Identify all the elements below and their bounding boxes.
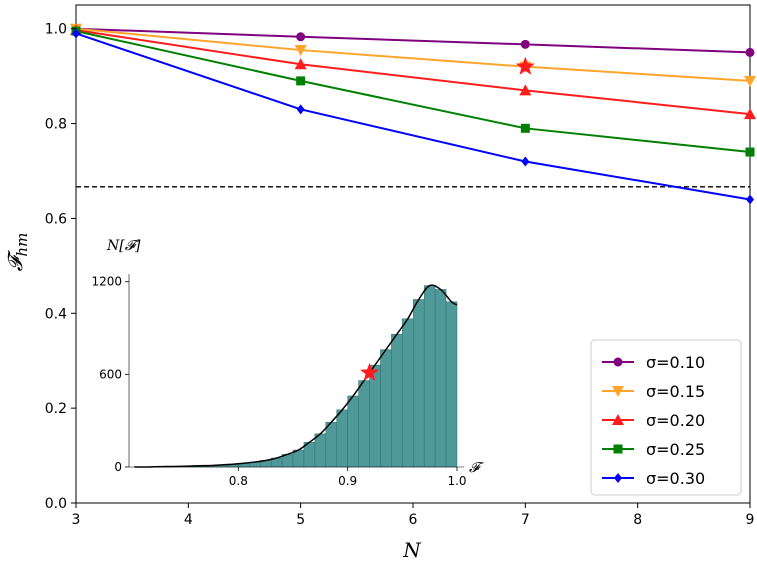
series-line-3 <box>75 30 751 154</box>
y-tick-label: 0.2 <box>45 401 67 417</box>
x-tick-label: 5 <box>296 512 305 528</box>
x-tick-label: 7 <box>521 512 530 528</box>
hist-bar-18 <box>325 421 337 468</box>
series-point-2-2 <box>519 84 532 96</box>
hist-bar-17 <box>314 433 327 468</box>
legend-marker-3 <box>613 444 623 454</box>
x-tick-label: 6 <box>409 512 418 528</box>
inset-y-tick-label: 0 <box>114 460 122 474</box>
series-point-1-1 <box>294 45 307 57</box>
hist-bar-21 <box>358 380 370 468</box>
hist-bar-28 <box>434 289 447 468</box>
x-axis-label: N <box>402 538 422 562</box>
inset-x-tick-label: 1.0 <box>447 474 466 488</box>
hist-bar-20 <box>347 395 359 468</box>
main-chart: 3 4 5 6 7 8 9 0.0 0.2 0.4 0.6 0.8 1.0 N 𝓕hm <box>3 4 756 562</box>
x-tick-label: 3 <box>72 512 81 528</box>
inset-histogram: 0.8 0.9 1.0 0 600 1200 N[𝓕] 𝓕 <box>91 238 484 488</box>
x-tick-label: 9 <box>746 512 755 528</box>
x-tick-label: 8 <box>633 512 642 528</box>
inset-y-tick-label: 1200 <box>91 275 122 289</box>
series-point-4-0 <box>72 28 80 39</box>
legend-label-0: σ=0.10 <box>646 353 705 372</box>
series-point-2-3 <box>744 108 756 120</box>
y-tick-label: 0.0 <box>45 496 67 512</box>
inset-x-tick-label: 0.9 <box>338 474 357 488</box>
y-tick-label: 0.4 <box>45 306 67 322</box>
series-point-0-2 <box>520 39 530 49</box>
series-point-4-2 <box>521 156 530 167</box>
hist-bar-24 <box>391 333 403 468</box>
legend-marker-1 <box>612 386 624 397</box>
x-tick-label: 4 <box>184 512 193 528</box>
series-point-0-3 <box>745 47 755 57</box>
series-line-0 <box>75 27 751 54</box>
inset-y-tick-label: 600 <box>99 367 122 381</box>
svg-text:𝓕hm: 𝓕hm <box>3 233 31 272</box>
legend-label-4: σ=0.30 <box>646 469 705 488</box>
legend-label-3: σ=0.25 <box>646 440 705 459</box>
series-point-3-1 <box>296 76 306 86</box>
y-axis-label: 𝓕hm <box>3 233 31 272</box>
legend-label-1: σ=0.15 <box>646 382 705 401</box>
hist-bar-19 <box>336 409 348 468</box>
inset-x-axis-label: 𝓕 <box>469 460 484 476</box>
y-tick-label: 0.6 <box>45 211 67 227</box>
y-tick-label: 0.8 <box>45 117 67 133</box>
hist-bar-23 <box>380 349 392 468</box>
hist-bar-27 <box>423 285 436 468</box>
legend-marker-4 <box>614 473 622 483</box>
legend-box <box>590 339 742 496</box>
series-line-1 <box>75 27 751 82</box>
series-point-4-1 <box>296 104 305 115</box>
y-tick-label: 1.0 <box>45 22 67 38</box>
series-line-2 <box>75 29 751 116</box>
series-point-1-3 <box>744 75 756 87</box>
y-axis-label-sub: hm <box>13 233 31 257</box>
legend-label-2: σ=0.20 <box>646 411 705 430</box>
series-point-2-1 <box>294 58 307 70</box>
highlight-star <box>515 56 535 75</box>
fit-curve <box>134 284 458 468</box>
series-point-4-3 <box>746 194 754 205</box>
legend-marker-2 <box>612 414 624 425</box>
inset-y-axis-label: N[𝓕] <box>106 238 141 254</box>
legend-marker-0 <box>613 357 623 367</box>
series-point-3-2 <box>520 123 530 133</box>
legend: σ=0.10 σ=0.15 σ=0.20 σ=0.25 σ=0.30 <box>590 339 742 496</box>
inset-highlight-star <box>360 362 380 381</box>
hist-bar-29 <box>445 301 458 468</box>
series-line-4 <box>75 32 751 201</box>
hist-bar-26 <box>413 299 425 468</box>
inset-x-tick-label: 0.8 <box>229 474 248 488</box>
series-point-0-1 <box>296 32 306 42</box>
series-point-3-3 <box>745 147 755 157</box>
hist-bar-25 <box>402 318 414 468</box>
